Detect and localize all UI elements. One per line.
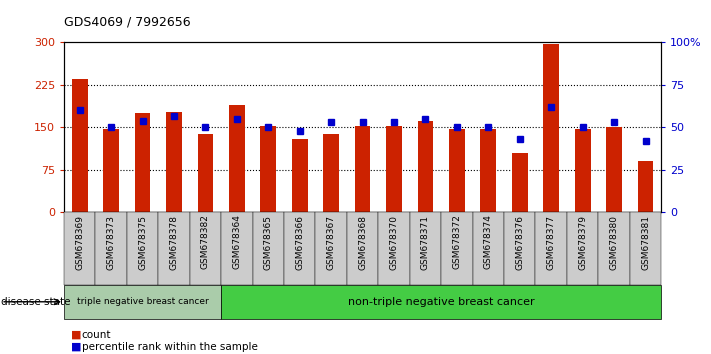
Text: GSM678372: GSM678372 bbox=[452, 215, 461, 269]
Bar bbox=[166, 112, 182, 212]
Bar bbox=[473, 212, 504, 285]
Bar bbox=[127, 212, 159, 285]
Text: GSM678381: GSM678381 bbox=[641, 215, 650, 270]
Text: GSM678375: GSM678375 bbox=[138, 215, 147, 270]
Bar bbox=[504, 212, 535, 285]
Bar bbox=[449, 129, 465, 212]
Bar bbox=[72, 79, 87, 212]
Text: GSM678368: GSM678368 bbox=[358, 215, 367, 270]
Text: non-triple negative breast cancer: non-triple negative breast cancer bbox=[348, 297, 535, 307]
Bar bbox=[252, 212, 284, 285]
Text: GSM678367: GSM678367 bbox=[326, 215, 336, 270]
Bar bbox=[64, 285, 221, 319]
Text: GSM678374: GSM678374 bbox=[484, 215, 493, 269]
Text: ■: ■ bbox=[71, 342, 82, 352]
Text: GSM678366: GSM678366 bbox=[295, 215, 304, 270]
Text: percentile rank within the sample: percentile rank within the sample bbox=[82, 342, 257, 352]
Text: triple negative breast cancer: triple negative breast cancer bbox=[77, 297, 208, 306]
Bar bbox=[599, 212, 630, 285]
Text: GSM678370: GSM678370 bbox=[390, 215, 399, 270]
Bar bbox=[638, 161, 653, 212]
Text: GSM678376: GSM678376 bbox=[515, 215, 524, 270]
Bar bbox=[159, 212, 190, 285]
Text: disease state: disease state bbox=[1, 297, 70, 307]
Bar bbox=[221, 285, 661, 319]
Text: GSM678365: GSM678365 bbox=[264, 215, 273, 270]
Text: GSM678364: GSM678364 bbox=[232, 215, 241, 269]
Text: GSM678382: GSM678382 bbox=[201, 215, 210, 269]
Text: GSM678377: GSM678377 bbox=[547, 215, 556, 270]
Bar bbox=[292, 139, 308, 212]
Text: GSM678379: GSM678379 bbox=[578, 215, 587, 270]
Bar bbox=[190, 212, 221, 285]
Bar bbox=[535, 212, 567, 285]
Text: ■: ■ bbox=[71, 330, 82, 339]
Text: GSM678378: GSM678378 bbox=[169, 215, 178, 270]
Bar bbox=[347, 212, 378, 285]
Bar bbox=[229, 105, 245, 212]
Bar bbox=[221, 212, 252, 285]
Bar bbox=[355, 126, 370, 212]
Bar bbox=[567, 212, 599, 285]
Text: GSM678380: GSM678380 bbox=[609, 215, 619, 270]
Bar bbox=[324, 134, 339, 212]
Bar bbox=[606, 127, 622, 212]
Bar bbox=[284, 212, 316, 285]
Bar bbox=[481, 129, 496, 212]
Bar bbox=[543, 44, 559, 212]
Bar bbox=[512, 153, 528, 212]
Bar bbox=[95, 212, 127, 285]
Bar bbox=[198, 134, 213, 212]
Bar bbox=[630, 212, 661, 285]
Bar bbox=[103, 129, 119, 212]
Bar bbox=[378, 212, 410, 285]
Bar bbox=[134, 113, 151, 212]
Text: GSM678373: GSM678373 bbox=[107, 215, 116, 270]
Bar bbox=[417, 121, 433, 212]
Text: GDS4069 / 7992656: GDS4069 / 7992656 bbox=[64, 15, 191, 28]
Text: GSM678371: GSM678371 bbox=[421, 215, 430, 270]
Bar bbox=[574, 129, 591, 212]
Bar bbox=[260, 126, 276, 212]
Bar bbox=[386, 126, 402, 212]
Text: count: count bbox=[82, 330, 111, 339]
Bar bbox=[64, 212, 95, 285]
Bar bbox=[442, 212, 473, 285]
Bar bbox=[410, 212, 442, 285]
Text: GSM678369: GSM678369 bbox=[75, 215, 84, 270]
Bar bbox=[316, 212, 347, 285]
